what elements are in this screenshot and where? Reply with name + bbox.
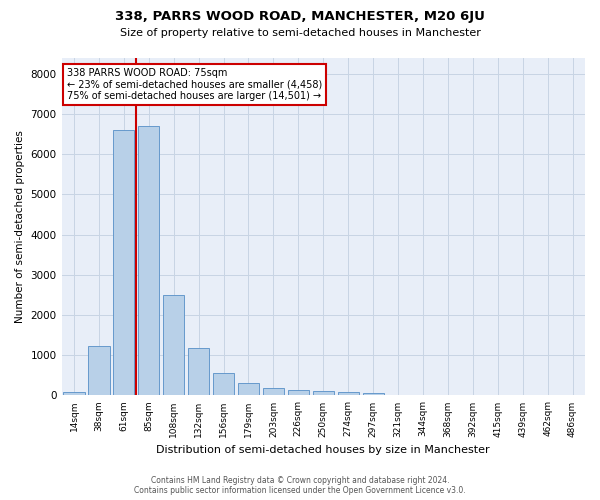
Bar (64, 392, 85, 396)
Bar (163, 295, 184, 396)
Bar (263, 388, 284, 396)
Bar (213, 373, 234, 396)
Bar (238, 382, 259, 396)
Text: 338 PARRS WOOD ROAD: 75sqm
← 23% of semi-detached houses are smaller (4,458)
75%: 338 PARRS WOOD ROAD: 75sqm ← 23% of semi… (67, 68, 322, 101)
Bar (188, 348, 209, 396)
X-axis label: Distribution of semi-detached houses by size in Manchester: Distribution of semi-detached houses by … (157, 445, 490, 455)
Bar (313, 391, 334, 396)
Text: Contains HM Land Registry data © Crown copyright and database right 2024.
Contai: Contains HM Land Registry data © Crown c… (134, 476, 466, 495)
Text: 338, PARRS WOOD ROAD, MANCHESTER, M20 6JU: 338, PARRS WOOD ROAD, MANCHESTER, M20 6J… (115, 10, 485, 23)
Text: Size of property relative to semi-detached houses in Manchester: Size of property relative to semi-detach… (119, 28, 481, 38)
Bar (362, 393, 384, 396)
Bar (113, 130, 134, 396)
Bar (288, 390, 309, 396)
Bar (338, 392, 359, 396)
Bar (138, 126, 160, 396)
Bar (88, 346, 110, 396)
Y-axis label: Number of semi-detached properties: Number of semi-detached properties (15, 130, 25, 323)
